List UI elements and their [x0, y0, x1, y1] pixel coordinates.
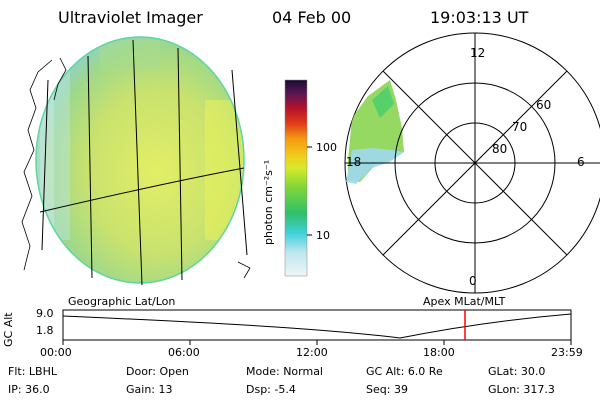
- info-dsp: Dsp: -5.4: [246, 383, 296, 396]
- colorbar-tick-100: 100: [316, 141, 337, 154]
- mlat-label-80: 80: [492, 142, 508, 156]
- info-mode: Mode: Normal: [246, 365, 323, 378]
- info-ip: IP: 36.0: [8, 383, 50, 396]
- alt-x-tick-3: 18:00: [423, 346, 455, 359]
- colorbar: [284, 79, 312, 277]
- info-flt: Flt: LBHL: [8, 365, 57, 378]
- instrument-title: Ultraviolet Imager: [58, 8, 203, 27]
- info-door: Door: Open: [126, 365, 189, 378]
- alt-x-tick-0: 00:00: [40, 346, 72, 359]
- colorbar-tick-10: 10: [316, 229, 330, 242]
- alt-y-tick-min: 1.8: [36, 324, 54, 337]
- info-seq: Seq: 39: [366, 383, 408, 396]
- mlat-label-60: 60: [536, 98, 552, 112]
- apex-label: Apex MLat/MLT: [423, 295, 506, 308]
- info-gain: Gain: 13: [126, 383, 173, 396]
- alt-x-tick-1: 06:00: [168, 346, 200, 359]
- mlt-label-6: 6: [577, 155, 585, 169]
- altitude-plot: [62, 309, 572, 345]
- mlt-label-0: 0: [469, 274, 477, 288]
- colorbar-unit-label: photon cm⁻²s⁻¹: [262, 159, 275, 245]
- geographic-label: Geographic Lat/Lon: [68, 295, 176, 308]
- alt-x-tick-4: 23:59: [551, 346, 583, 359]
- mlt-label-18: 18: [346, 155, 362, 169]
- alt-y-tick-max: 9.0: [36, 307, 54, 320]
- info-glat: GLat: 30.0: [488, 365, 546, 378]
- date-label: 04 Feb 00: [272, 8, 352, 27]
- info-glon: GLon: 317.3: [488, 383, 555, 396]
- polar-mlt-plot: [344, 32, 600, 294]
- earth-disk-image: [21, 36, 251, 286]
- geographic-grid: [21, 39, 251, 286]
- alt-x-tick-2: 12:00: [296, 346, 328, 359]
- time-label: 19:03:13 UT: [430, 8, 529, 27]
- alt-y-label: GC Alt: [2, 312, 15, 347]
- mlat-label-70: 70: [512, 120, 528, 134]
- mlt-label-12: 12: [470, 46, 486, 60]
- info-gc-alt: GC Alt: 6.0 Re: [366, 365, 443, 378]
